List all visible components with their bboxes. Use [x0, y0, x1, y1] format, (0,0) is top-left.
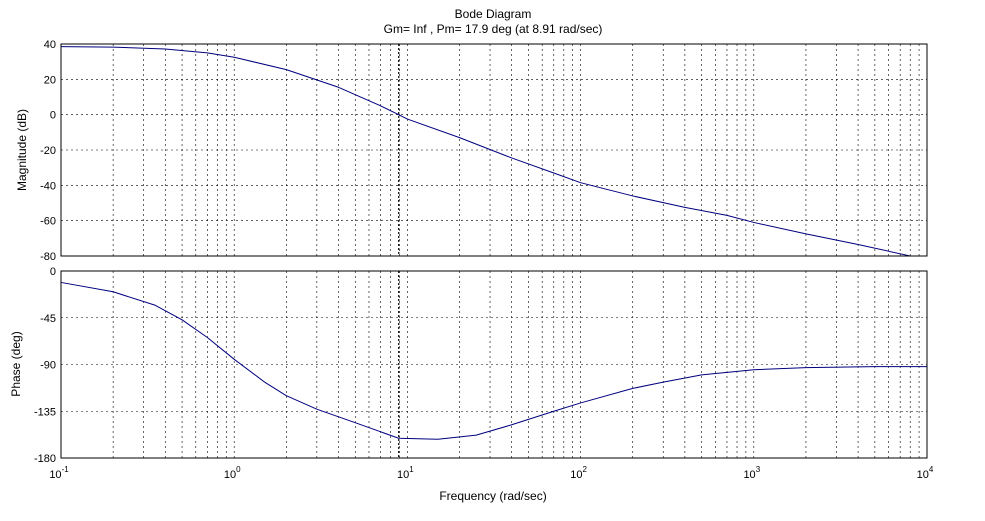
magnitude-ytick-label: -60: [40, 216, 56, 228]
phase-panel: 0 -45 -90 -135 -180 10-1 100 101 102 103 104 Phas…: [9, 266, 934, 503]
magnitude-ytick-label: -20: [40, 145, 56, 157]
frequency-xtick-label: 102: [570, 465, 587, 481]
frequency-xtick-label: 104: [917, 465, 934, 481]
frequency-xlabel: Frequency (rad/sec): [439, 489, 546, 503]
chart-subtitle: Gm= Inf , Pm= 17.9 deg (at 8.91 rad/sec): [384, 22, 603, 36]
phase-ytick-label: 0: [50, 266, 56, 278]
magnitude-ytick-label: 20: [44, 74, 56, 86]
frequency-xtick-label: 103: [743, 465, 760, 481]
phase-response-curve: [60, 281, 927, 440]
magnitude-response-curve: [60, 46, 911, 257]
phase-ytick-label: -135: [34, 406, 56, 418]
magnitude-ylabel: Magnitude (dB): [15, 109, 29, 191]
phase-grid: [61, 271, 927, 458]
chart-title: Bode Diagram: [455, 7, 532, 21]
phase-axes-box: [60, 270, 928, 459]
magnitude-y-ticks: 40 20 0 -20 -40 -60 -80: [40, 39, 56, 263]
magnitude-ytick-label: -40: [40, 180, 56, 192]
phase-ylabel: Phase (deg): [9, 331, 23, 396]
magnitude-ytick-label: 0: [50, 110, 56, 122]
phase-ytick-label: -90: [40, 360, 56, 372]
phase-y-ticks: 0 -45 -90 -135 -180: [34, 266, 56, 465]
frequency-xtick-label: 10-1: [49, 465, 69, 481]
phase-ytick-label: -45: [40, 313, 56, 325]
magnitude-panel: 40 20 0 -20 -40 -60 -80 Magnitude (dB): [15, 39, 928, 263]
frequency-xtick-label: 100: [224, 465, 241, 481]
phase-ytick-label: -180: [34, 453, 56, 465]
phase-x-ticks: 10-1 100 101 102 103 104: [49, 465, 934, 481]
phase-marks: [60, 271, 927, 458]
magnitude-ytick-label: -80: [40, 251, 56, 263]
magnitude-axes-box: [60, 43, 928, 257]
magnitude-marks: [60, 44, 911, 257]
magnitude-ytick-label: 40: [44, 39, 56, 51]
frequency-xtick-label: 101: [397, 465, 414, 481]
